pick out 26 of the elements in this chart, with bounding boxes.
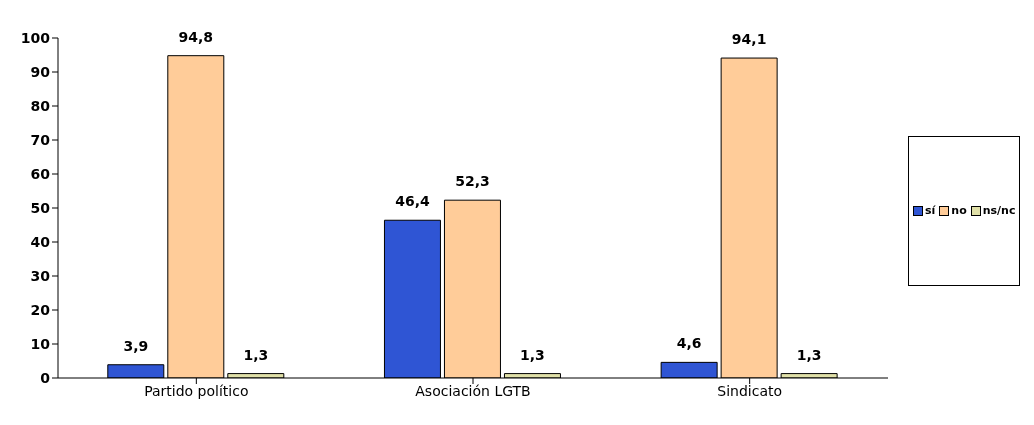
y-tick-label: 100 bbox=[20, 29, 51, 46]
y-tick-label: 40 bbox=[30, 233, 51, 250]
y-tick-label: 70 bbox=[30, 131, 51, 148]
y-tick-label: 90 bbox=[30, 63, 51, 80]
data-label: 3,9 bbox=[123, 337, 149, 354]
y-tick-label: 0 bbox=[40, 369, 51, 386]
data-label: 94,8 bbox=[178, 28, 214, 45]
y-tick-label: 20 bbox=[30, 301, 51, 318]
legend-label: ns/nc bbox=[981, 204, 1016, 217]
data-label: 52,3 bbox=[455, 173, 490, 190]
y-tick-label: 10 bbox=[30, 335, 51, 352]
y-tick-label: 30 bbox=[30, 267, 51, 284]
y-tick-label: 80 bbox=[30, 97, 51, 114]
x-tick-label: Partido político bbox=[144, 382, 249, 399]
data-label: 46,4 bbox=[395, 193, 430, 210]
legend-label: no bbox=[950, 204, 967, 217]
x-tick-label: Asociación LGTB bbox=[415, 382, 531, 399]
x-tick-label: Sindicato bbox=[717, 382, 783, 399]
y-tick-label: 60 bbox=[30, 165, 51, 182]
data-label: 1,3 bbox=[520, 346, 545, 363]
legend-label: sí bbox=[924, 204, 936, 217]
data-label: 4,6 bbox=[676, 335, 702, 352]
data-label: 94,1 bbox=[731, 31, 767, 48]
y-tick-label: 50 bbox=[30, 199, 51, 216]
data-label: 1,3 bbox=[243, 346, 269, 363]
data-label: 1,3 bbox=[796, 346, 822, 363]
